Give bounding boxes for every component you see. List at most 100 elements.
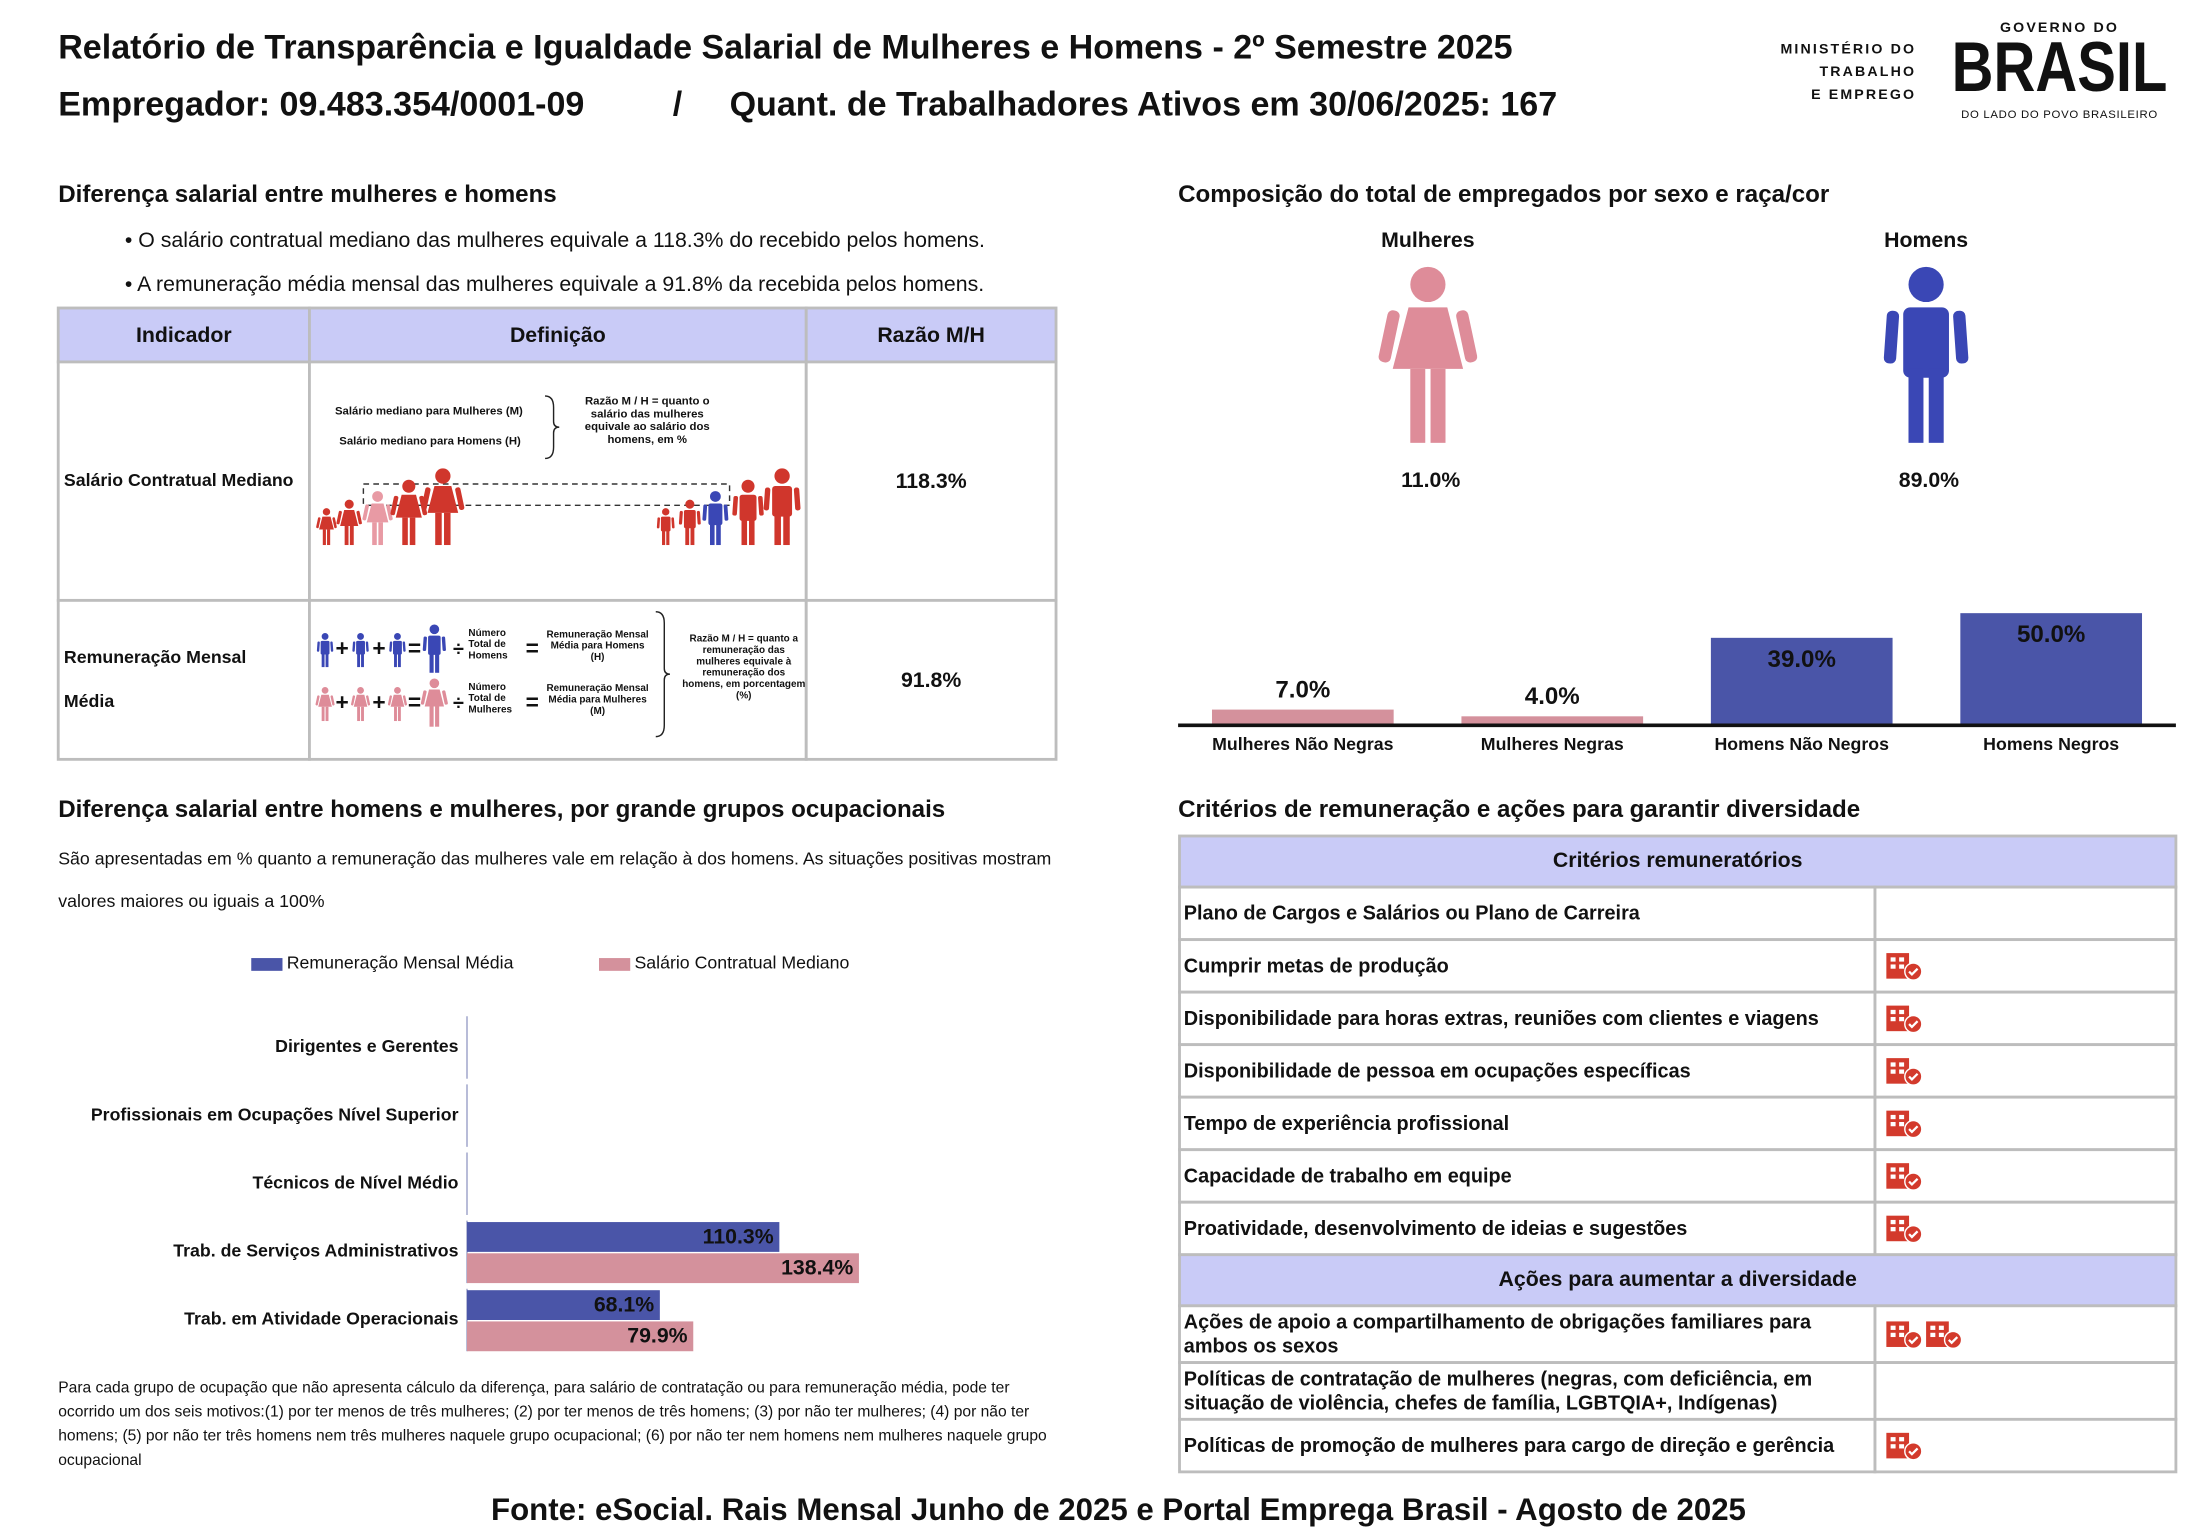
definition-text: Número Total de Homens [468,628,508,662]
definition-text: Número Total de Homens [468,628,508,662]
person-leg [662,529,666,546]
category-label: Homens Não Negros [1715,734,1890,754]
person-leg [666,529,670,546]
person-leg [435,706,440,727]
section-title: Critérios de remuneração e ações para ga… [1178,796,1860,823]
person-arm [386,504,393,521]
person-body [340,510,359,526]
value-label: 110.3% [703,1224,774,1248]
ministry-name: MINISTÉRIO DO [1780,40,1916,57]
icon-window [1890,1219,1896,1225]
criteria-label: Políticas de contratação de mulheres (ne… [1183,1366,1813,1414]
value-label: 39.0% [1768,646,1836,673]
bar [1960,613,2143,726]
value-label: 7.0% [1275,677,1330,704]
person-head [662,508,670,516]
person-leg [444,512,451,546]
person-icon [420,678,448,727]
symbol: ÷ [453,692,464,714]
table-cell [804,598,1058,761]
person-arm [758,496,764,516]
person-leg [378,522,383,546]
legend-label: Remuneração Mensal Média [287,952,514,972]
person-arm [389,641,393,652]
person-head [741,479,755,493]
person-icon [316,633,334,668]
table-header-cell [1178,1253,2178,1308]
person-body [424,689,445,707]
person-leg [409,517,416,546]
person-arm [442,690,448,705]
person-head [357,686,364,694]
person-leg [321,652,325,668]
criteria-label: Capacidade de trabalho em equipe [1183,1163,1512,1187]
person-arm [1456,310,1478,363]
criteria-icon [1886,953,1923,981]
sex-share: 89.0% [1899,468,1959,492]
person-head [429,678,440,689]
person-leg [344,525,349,546]
table-cell [1873,1304,2178,1364]
person-leg [357,706,361,722]
criteria-label: Disponibilidade para horas extras, reuni… [1184,1006,1819,1029]
person-leg [690,525,695,546]
icon-window [1890,1114,1896,1120]
criteria-label: Capacidade de trabalho em equipe [1183,1163,1512,1187]
person-leg [716,522,721,546]
table-cell [308,360,808,602]
person-head [429,624,440,635]
person-arm [352,641,356,652]
chart-note: Para cada grupo de ocupação que não apre… [58,1379,1047,1470]
person-arm [656,517,661,529]
icon-check [1908,1230,1919,1239]
person-head [321,633,329,640]
person-head [321,686,329,694]
sex-label: Homens [1884,228,1968,252]
person-arm [315,695,320,706]
icon-check [1908,1336,1919,1345]
indicator: Salário Contratual Mediano [64,470,294,490]
icon-window [1890,1444,1896,1449]
bar [467,1290,660,1320]
person-body [708,503,723,526]
section-title: Composição do total de empregados por se… [1178,181,1830,208]
person-head [774,468,790,484]
report-title: Relatório de Transparência e Igualdade S… [58,29,1512,67]
icon-window [1890,1167,1896,1172]
gov-name: BRASIL [1952,28,2168,107]
criteria-label: Políticas de promoção de mulheres para c… [1184,1434,1834,1457]
definition-text: Remuneração Mensal Média para Homens (H) [546,630,649,663]
symbol: + [372,689,385,715]
person-arm [1378,310,1400,363]
person-arm [332,517,337,529]
person-arm [362,504,369,521]
person-head [357,633,364,640]
person-icon [1883,266,1969,443]
criteria-icon [1886,1215,1923,1244]
person-arm [366,695,371,706]
person-arm [387,695,392,706]
icon-check [1908,1177,1919,1187]
person-icon [421,468,465,546]
person-leg [357,652,361,668]
person-body [395,494,422,518]
person-leg [1410,368,1426,443]
bar [467,1253,859,1284]
person-arm [702,504,708,521]
person-icon [362,491,393,546]
icon-window [1938,1332,1944,1338]
icon-window [1890,1062,1896,1067]
symbol: ÷ [453,638,464,660]
person-icon [390,479,428,546]
person-leg [361,652,364,668]
value-label: 138.4% [781,1256,853,1280]
person-icon [678,499,701,546]
symbol: = [526,689,539,715]
sex-label: Mulheres [1381,228,1474,252]
indicator: Remuneração Mensal Média [63,647,247,712]
bar [467,1222,780,1252]
icon-window [1930,1332,1936,1338]
person-head [344,499,354,509]
icon-window [1899,1016,1905,1022]
